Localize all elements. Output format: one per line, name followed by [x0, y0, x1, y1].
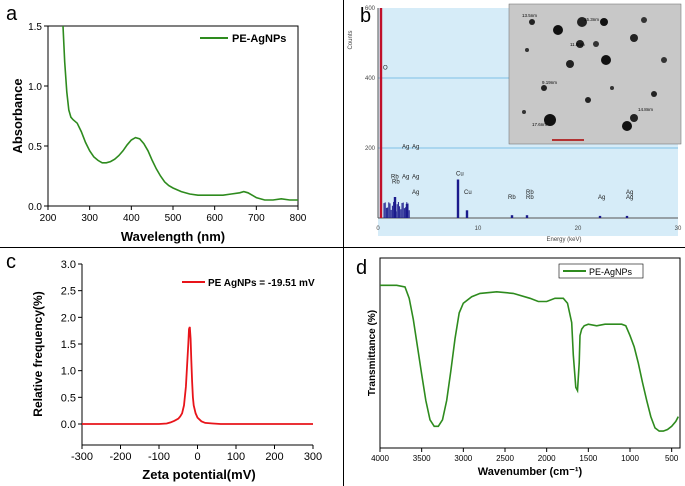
panel-a-xlabel: Wavelength (nm) [121, 229, 225, 244]
panel-a-ylabel: Absorbance [10, 78, 25, 153]
panel-a-frame [47, 25, 299, 207]
panel-b-peak-label: Rb [508, 195, 516, 201]
panel-d-ylabel: Transmittance (%) [367, 310, 378, 396]
panel-c-xtick-label: 200 [265, 451, 283, 463]
panel-d-legend-text: PE-AgNPs [589, 267, 633, 277]
panel-d-label: d [356, 257, 367, 279]
panel-b-peak [393, 197, 397, 218]
panel-d-chart: d 4000 3500 3000 2500 2000 1500 1000 500 Wavenu… [356, 257, 681, 478]
panel-c-xtick-label: 300 [304, 451, 322, 463]
panel-d-series-line [380, 284, 680, 432]
panel-d-xtick-label: 2000 [538, 454, 556, 463]
panel-b-peak-label: Ag [402, 174, 409, 180]
panel-b-ytick-label: 200 [365, 146, 376, 152]
panel-c-xtick-label: -200 [109, 451, 131, 463]
panel-a-ytick-label: 0.0 [28, 202, 42, 213]
panel-c-xtick-label: 100 [227, 451, 245, 463]
panel-b-ytick-label: 400 [365, 76, 376, 82]
panel-b-peak-label: Ag [402, 145, 409, 151]
panel-b-peak [510, 215, 514, 218]
panel-c-label: c [6, 251, 16, 273]
panel-b-peak [625, 215, 629, 218]
panel-d-xtick-label: 2500 [496, 454, 514, 463]
panel-b-peak-label: Rb [391, 174, 399, 180]
panel-b-xlabel: Energy (keV) [546, 237, 581, 243]
panel-b-peak-label: Rb [392, 180, 400, 186]
panel-b-peak-label: Cu [456, 171, 464, 177]
tem-size-label: 17.6nm [532, 122, 547, 127]
panel-d-xtick-label: 500 [665, 454, 679, 463]
panel-b-peak-label: Rb [526, 190, 534, 196]
panel-b-peak [525, 215, 529, 218]
panel-d-xtick-label: 3000 [454, 454, 472, 463]
panel-b-xtick-label: 20 [575, 226, 582, 232]
panel-a-xtick-label: 500 [165, 213, 182, 224]
panel-b-peak [379, 8, 383, 218]
panel-a-xtick-label: 200 [40, 213, 57, 224]
horizontal-divider [0, 247, 685, 248]
panel-c-ytick-label: 0.0 [61, 419, 76, 431]
panel-b-ylabel: Counts [348, 30, 354, 49]
panel-c-xlabel: Zeta potential(mV) [142, 467, 255, 482]
panel-b-peak [465, 210, 469, 218]
panel-b-peak-label: Ag [598, 195, 605, 201]
panel-b-peak-label: Ag [412, 190, 419, 196]
panel-a-ytick-label: 0.5 [28, 142, 42, 153]
panel-a-ytick-label: 1.5 [28, 22, 42, 33]
panel-d-frame [379, 257, 681, 449]
panel-b-peak [456, 179, 460, 218]
panel-c-ytick-label: 1.5 [61, 339, 76, 351]
panel-c-xtick-label: 0 [194, 451, 200, 463]
vertical-divider [343, 0, 344, 486]
panel-b-label: b [360, 5, 371, 27]
panel-b-peak [598, 215, 602, 218]
panel-a-xtick-label: 800 [290, 213, 307, 224]
panel-c-legend-text: PE AgNPs = -19.51 mV [208, 278, 315, 289]
panel-c-ytick-label: 2.5 [61, 286, 76, 298]
panel-c-ytick-label: 2.0 [61, 312, 76, 324]
panel-d-legend-box [558, 263, 644, 279]
panel-b-peak-label: O [383, 65, 388, 71]
panel-c-ytick-label: 3.0 [61, 259, 76, 271]
panel-d-xtick-label: 4000 [371, 454, 389, 463]
panel-a-legend-text: PE-AgNPs [232, 33, 286, 45]
panel-b-peak-label: Ag [626, 195, 633, 201]
panel-b-peak-label: Rb [526, 195, 534, 201]
panel-b-peak-label: Ag [412, 145, 419, 151]
panel-c-ytick-label: 0.5 [61, 392, 76, 404]
panel-d-xtick-label: 1500 [579, 454, 597, 463]
panel-c-ytick-label: 1.0 [61, 366, 76, 378]
panel-b-xtick-label: 0 [376, 226, 380, 232]
panel-d-xtick-label: 1000 [621, 454, 639, 463]
panel-a-series-line [62, 25, 298, 201]
panel-b-peak-label: Ag [626, 190, 633, 196]
panel-a-ytick-label: 1.0 [28, 82, 42, 93]
tem-size-label: 9.19nm [542, 80, 557, 85]
panel-d-xlabel: Wavenumber (cm⁻¹) [478, 466, 583, 478]
panel-d-xtick-label: 3500 [413, 454, 431, 463]
panel-c-series-line [82, 326, 313, 425]
tem-size-label: 11.8nm [570, 42, 585, 47]
tem-size-label: 14.8nm [638, 107, 653, 112]
panel-b-peak-label: Cu [464, 190, 472, 196]
panel-b-peak-label: Ag [412, 174, 419, 180]
tem-inset-image [508, 3, 682, 145]
panel-c-xtick-label: -300 [71, 451, 93, 463]
panel-c-ylabel: Relative frequency(%) [31, 291, 45, 416]
panel-c-chart: c 0.0 0.5 1.0 1.5 2.0 2.5 3.0 -300 -200 -100 0 100… [6, 251, 322, 482]
panel-a-xtick-label: 400 [123, 213, 140, 224]
panel-a-label: a [6, 3, 18, 25]
tem-size-label: 15.3nm [584, 17, 599, 22]
panel-c-xtick-label: -100 [148, 451, 170, 463]
panel-b-xtick-label: 10 [475, 226, 482, 232]
tem-size-label: 13.5nm [522, 13, 537, 18]
panel-a-xtick-label: 600 [206, 213, 223, 224]
panel-b-ytick-label: 600 [365, 6, 376, 12]
panel-a-chart: a 200 300 400 500 600 700 800 0.0 0.5 1.0 1.5 Wav… [6, 3, 307, 244]
panel-b-peak [405, 204, 409, 218]
panel-b-xtick-label: 30 [675, 226, 682, 232]
panel-a-xtick-label: 300 [81, 213, 98, 224]
panel-a-xtick-label: 700 [248, 213, 265, 224]
